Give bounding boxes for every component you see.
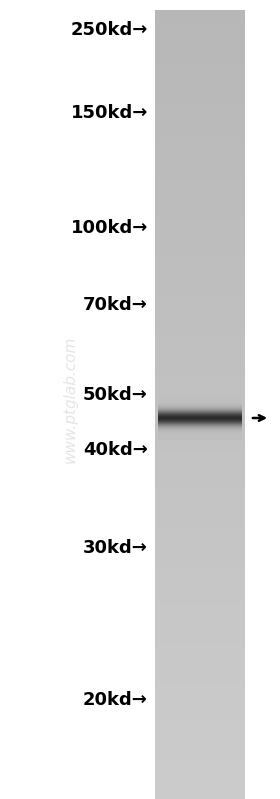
Text: 70kd→: 70kd→	[83, 296, 148, 314]
Text: 30kd→: 30kd→	[83, 539, 148, 557]
Text: 150kd→: 150kd→	[71, 104, 148, 122]
Text: www.ptglab.com: www.ptglab.com	[62, 336, 77, 463]
Text: 250kd→: 250kd→	[71, 21, 148, 39]
Text: 40kd→: 40kd→	[83, 441, 148, 459]
Text: 100kd→: 100kd→	[71, 219, 148, 237]
Text: 20kd→: 20kd→	[83, 691, 148, 709]
Text: 50kd→: 50kd→	[83, 386, 148, 404]
